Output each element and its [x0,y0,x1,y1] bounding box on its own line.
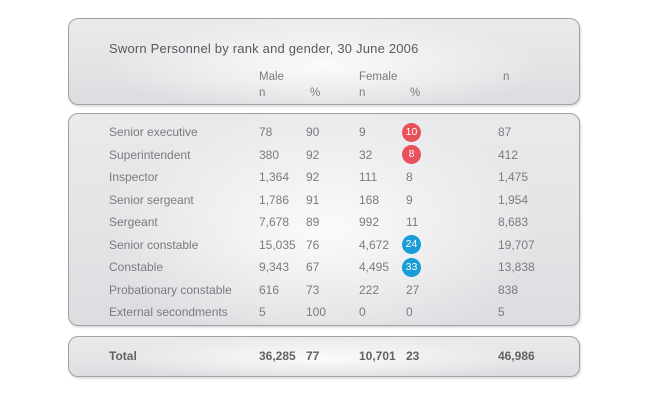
table-row: Superintendent 380 92 32 8 412 [69,144,579,167]
rank-label: Senior executive [109,125,198,139]
table-header-panel: Sworn Personnel by rank and gender, 30 J… [68,18,580,105]
male-pct-value: 76 [306,237,320,252]
male-pct-value: 91 [306,192,320,207]
total-n: 46,986 [498,349,535,363]
table-row: Inspector 1,364 92 111 8 1,475 [69,166,579,189]
table-title: Sworn Personnel by rank and gender, 30 J… [109,41,419,56]
column-subheader-male-pct: % [310,87,321,99]
female-pct-highlight-blue: 24 [402,235,421,254]
total-male-n: 36,285 [259,349,296,363]
male-pct-value: 92 [306,147,320,162]
total-n-value: 13,838 [498,260,535,274]
male-n-value: 380 [259,147,280,162]
rank-label: Constable [109,260,164,274]
female-n-value: 111 [359,170,378,184]
total-n-value: 1,475 [498,170,529,184]
total-label: Total [109,349,137,363]
rank-label: Superintendent [109,147,191,162]
female-pct-highlight-red: 10 [402,122,421,142]
female-n-value: 4,495 [359,260,390,274]
rank-label: Senior constable [109,237,199,252]
female-n-value: 0 [359,305,366,319]
female-n-value: 32 [359,147,373,162]
table-total-panel: Total 36,285 77 10,701 23 46,986 [68,336,580,377]
column-subheader-male-n: n [259,87,266,99]
table-rows: Senior executive 78 90 9 10 87 Superinte… [69,114,579,325]
male-n-value: 7,678 [259,215,290,229]
female-pct-value: 9 [406,192,413,207]
rank-label: Inspector [109,170,159,184]
female-n-value: 4,672 [359,237,390,252]
male-n-value: 78 [259,125,273,139]
rank-label: Sergeant [109,215,158,229]
female-n-value: 222 [359,282,380,297]
table-body-panel: Senior executive 78 90 9 10 87 Superinte… [68,113,580,326]
total-female-pct: 23 [406,349,420,363]
female-n-value: 168 [359,192,380,207]
total-n-value: 19,707 [498,237,535,252]
rank-label: External secondments [109,305,228,319]
total-n-value: 8,683 [498,215,529,229]
column-subheader-female-n: n [359,87,366,99]
column-header-total-n: n [503,71,510,83]
total-female-n: 10,701 [359,349,396,363]
male-pct-value: 92 [306,170,320,184]
table-row: External secondments 5 100 0 0 5 [69,301,579,324]
female-pct-value: 8 [406,170,413,184]
female-n-value: 992 [359,215,380,229]
female-pct-highlight-blue: 33 [402,257,421,277]
table-row: Senior constable 15,035 76 4,672 24 19,7… [69,234,579,257]
table-row: Probationary constable 616 73 222 27 838 [69,279,579,302]
female-pct-value: 27 [406,282,420,297]
male-pct-value: 73 [306,282,320,297]
total-row: Total 36,285 77 10,701 23 46,986 [69,337,579,376]
male-pct-value: 100 [306,305,327,319]
male-n-value: 9,343 [259,260,290,274]
male-pct-value: 67 [306,260,320,274]
total-n-value: 838 [498,282,519,297]
male-n-value: 1,364 [259,170,290,184]
column-header-male: Male [259,71,284,83]
male-pct-value: 89 [306,215,320,229]
table-row: Senior sergeant 1,786 91 168 9 1,954 [69,189,579,212]
table-row: Sergeant 7,678 89 992 11 8,683 [69,211,579,234]
table-row: Senior executive 78 90 9 10 87 [69,121,579,144]
female-n-value: 9 [359,125,366,139]
male-n-value: 616 [259,282,280,297]
male-n-value: 15,035 [259,237,296,252]
total-n-value: 412 [498,147,519,162]
column-header-female: Female [359,71,398,83]
rank-label: Probationary constable [109,282,232,297]
column-subheader-female-pct: % [410,87,421,99]
male-pct-value: 90 [306,125,320,139]
female-pct-value: 11 [406,215,419,229]
female-pct-value: 0 [406,305,413,319]
female-pct-highlight-red: 8 [402,145,421,164]
total-n-value: 5 [498,305,505,319]
table-row: Constable 9,343 67 4,495 33 13,838 [69,256,579,279]
total-n-value: 87 [498,125,512,139]
male-n-value: 5 [259,305,266,319]
male-n-value: 1,786 [259,192,290,207]
total-n-value: 1,954 [498,192,529,207]
rank-label: Senior sergeant [109,192,194,207]
total-male-pct: 77 [306,349,320,363]
